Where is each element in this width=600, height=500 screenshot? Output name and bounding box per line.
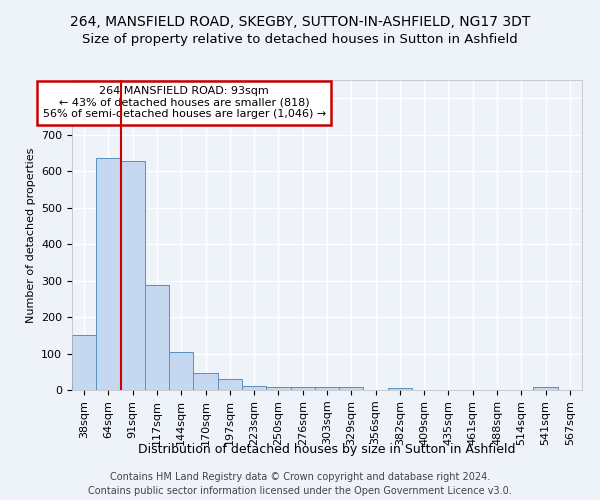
Bar	[193, 373, 218, 390]
Bar	[121, 161, 145, 390]
Text: 264 MANSFIELD ROAD: 93sqm
← 43% of detached houses are smaller (818)
56% of semi: 264 MANSFIELD ROAD: 93sqm ← 43% of detac…	[43, 86, 326, 120]
Y-axis label: Number of detached properties: Number of detached properties	[26, 148, 35, 322]
Bar	[145, 285, 169, 390]
Bar	[218, 379, 242, 390]
Bar	[266, 387, 290, 390]
Bar	[315, 387, 339, 390]
Text: 264, MANSFIELD ROAD, SKEGBY, SUTTON-IN-ASHFIELD, NG17 3DT: 264, MANSFIELD ROAD, SKEGBY, SUTTON-IN-A…	[70, 15, 530, 29]
Bar	[388, 388, 412, 390]
Bar	[533, 387, 558, 390]
Bar	[72, 336, 96, 390]
Bar	[242, 386, 266, 390]
Bar	[290, 387, 315, 390]
Text: Contains HM Land Registry data © Crown copyright and database right 2024.: Contains HM Land Registry data © Crown c…	[110, 472, 490, 482]
Bar	[339, 387, 364, 390]
Text: Distribution of detached houses by size in Sutton in Ashfield: Distribution of detached houses by size …	[138, 442, 516, 456]
Bar	[96, 158, 121, 390]
Bar	[169, 352, 193, 390]
Text: Size of property relative to detached houses in Sutton in Ashfield: Size of property relative to detached ho…	[82, 32, 518, 46]
Text: Contains public sector information licensed under the Open Government Licence v3: Contains public sector information licen…	[88, 486, 512, 496]
